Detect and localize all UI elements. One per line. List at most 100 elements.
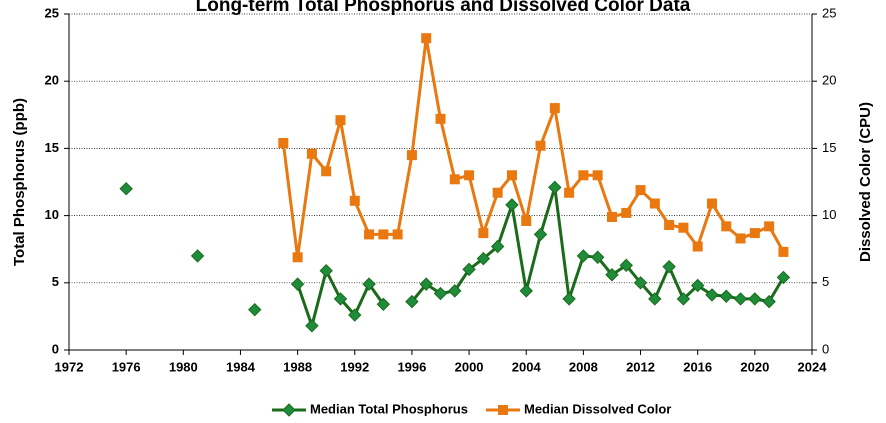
data-point	[505, 198, 519, 212]
y2-tick-label: 20	[822, 73, 836, 88]
data-point	[690, 278, 705, 293]
data-point	[749, 228, 760, 239]
data-point	[649, 198, 660, 209]
y2-tick-label: 15	[822, 140, 836, 155]
chart-title: Long-term Total Phosphorus and Dissolved…	[196, 0, 691, 16]
data-point	[321, 166, 332, 177]
y-tick-label: 25	[45, 5, 59, 20]
data-point	[762, 294, 776, 309]
data-point	[433, 286, 448, 301]
data-point	[490, 239, 505, 254]
data-point	[419, 277, 433, 291]
y2-tick-label: 5	[822, 274, 829, 289]
x-tick-label: 1980	[169, 359, 198, 374]
data-point	[405, 294, 419, 309]
data-point	[462, 262, 476, 277]
data-point	[190, 249, 205, 263]
data-point	[306, 148, 317, 159]
legend-label: Median Dissolved Color	[524, 401, 671, 416]
data-point	[662, 259, 676, 274]
data-point	[535, 140, 546, 151]
data-point	[464, 170, 475, 181]
data-point	[362, 277, 376, 291]
data-point	[533, 227, 548, 242]
data-point	[376, 297, 391, 312]
legend-marker	[282, 403, 296, 417]
data-point	[521, 215, 532, 226]
data-point	[678, 222, 689, 233]
data-point	[335, 115, 346, 126]
data-point	[292, 252, 303, 263]
data-point	[492, 187, 503, 198]
y-tick-label: 5	[52, 274, 59, 289]
y2-axis-title: Dissolved Color (CPU)	[857, 102, 874, 262]
data-point	[735, 233, 746, 244]
data-point	[319, 263, 333, 278]
data-point	[278, 138, 289, 149]
legend-label: Median Total Phosphorus	[310, 401, 468, 416]
data-point	[564, 187, 575, 198]
data-point	[349, 195, 360, 206]
data-point	[633, 276, 648, 290]
data-point	[776, 270, 791, 285]
data-point	[692, 241, 703, 252]
x-tick-label: 2012	[626, 359, 655, 374]
data-point	[378, 229, 389, 240]
data-point	[576, 249, 591, 263]
data-point	[333, 292, 348, 306]
data-point	[578, 170, 589, 181]
data-point	[664, 220, 675, 231]
legend-marker	[498, 405, 508, 415]
data-point	[764, 221, 775, 232]
data-point	[119, 182, 133, 196]
data-point	[590, 250, 605, 264]
x-tick-label: 1972	[55, 359, 84, 374]
data-point	[635, 185, 646, 196]
data-point	[778, 246, 789, 257]
data-point	[676, 292, 691, 306]
y-tick-label: 15	[45, 140, 59, 155]
data-point	[364, 229, 375, 240]
x-tick-label: 2016	[683, 359, 712, 374]
y-tick-label: 20	[45, 73, 59, 88]
data-point	[706, 198, 717, 209]
y-axis-title: Total Phosphorus (ppb)	[11, 98, 28, 266]
x-tick-label: 2024	[798, 359, 828, 374]
data-point	[290, 277, 305, 291]
data-point	[448, 284, 462, 298]
data-point	[648, 292, 662, 306]
data-point	[748, 292, 762, 306]
x-tick-label: 1996	[397, 359, 426, 374]
data-point	[733, 292, 748, 306]
data-point	[549, 103, 560, 114]
x-tick-label: 2020	[740, 359, 769, 374]
x-tick-label: 1988	[283, 359, 312, 374]
y-tick-label: 0	[52, 341, 59, 356]
y-tick-label: 10	[45, 207, 59, 222]
data-point	[719, 289, 733, 303]
y2-tick-label: 0	[822, 341, 829, 356]
data-point	[705, 288, 719, 302]
data-point	[392, 229, 403, 240]
data-point	[435, 113, 446, 124]
y2-tick-label: 10	[822, 207, 836, 222]
x-tick-label: 1976	[112, 359, 141, 374]
series-line	[281, 37, 785, 258]
x-tick-label: 1984	[226, 359, 256, 374]
data-point	[619, 258, 633, 273]
data-point	[348, 308, 362, 322]
data-point	[506, 170, 517, 181]
data-point	[606, 211, 617, 222]
x-tick-label: 2000	[455, 359, 484, 374]
data-point	[519, 284, 533, 298]
data-point	[248, 302, 262, 317]
y2-tick-label: 25	[822, 5, 836, 20]
data-point	[449, 174, 460, 185]
data-point	[605, 268, 619, 282]
data-point	[421, 33, 432, 44]
data-point	[721, 221, 732, 232]
data-point	[592, 170, 603, 181]
x-tick-label: 2004	[512, 359, 542, 374]
data-point	[476, 251, 491, 266]
